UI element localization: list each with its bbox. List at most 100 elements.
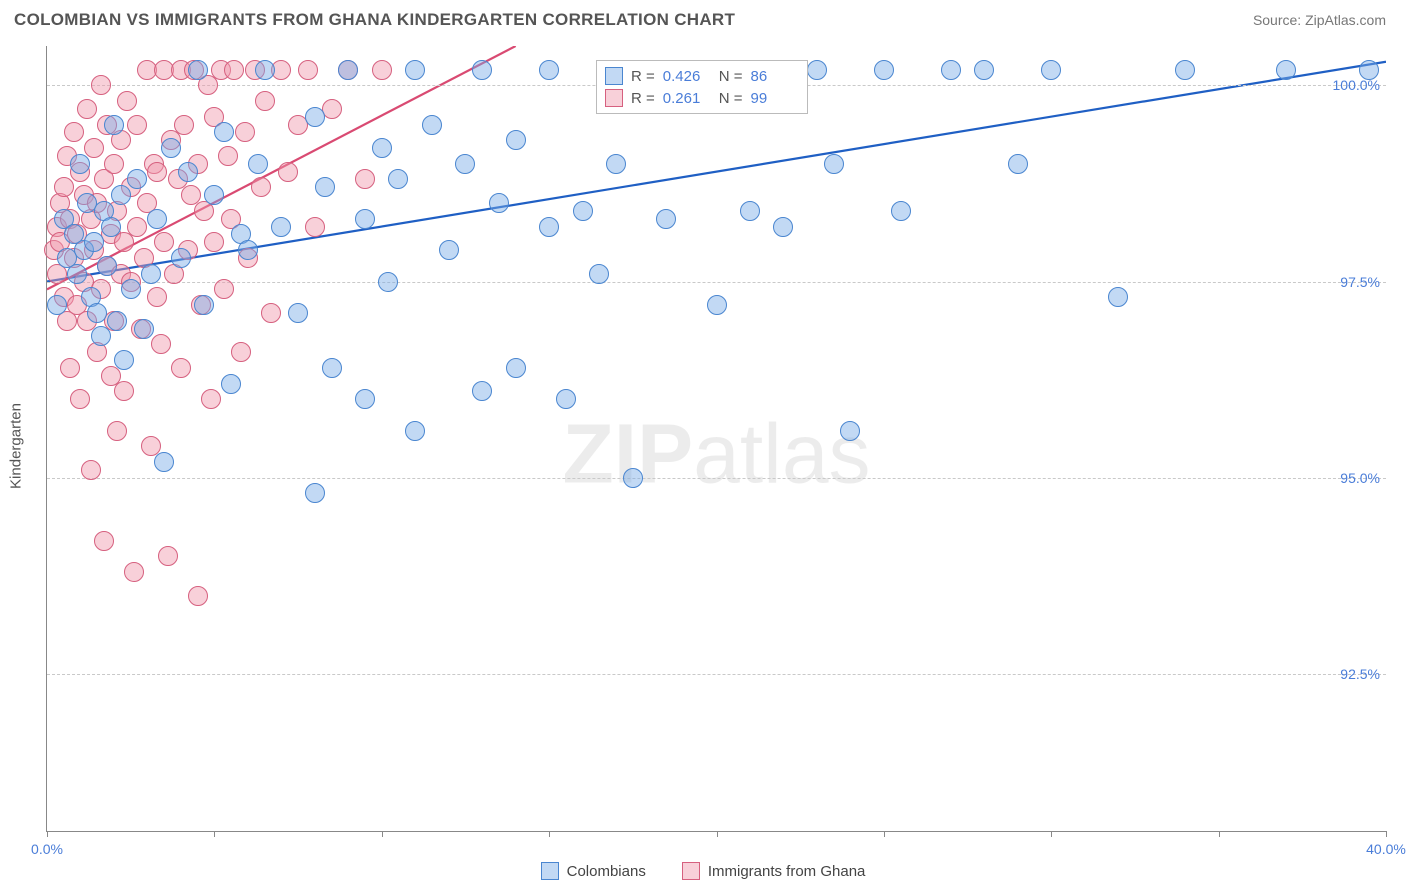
data-point	[81, 460, 101, 480]
data-point	[874, 60, 894, 80]
data-point	[271, 217, 291, 237]
data-point	[87, 303, 107, 323]
data-point	[47, 295, 67, 315]
data-point	[171, 248, 191, 268]
data-point	[141, 264, 161, 284]
legend-label: Colombians	[567, 863, 646, 880]
x-tick-label: 40.0%	[1366, 841, 1406, 857]
y-tick-label: 100.0%	[1333, 77, 1380, 93]
data-point	[218, 146, 238, 166]
data-point	[111, 185, 131, 205]
n-value: 86	[751, 68, 799, 85]
data-point	[154, 452, 174, 472]
data-point	[506, 358, 526, 378]
data-point	[214, 122, 234, 142]
data-point	[539, 60, 559, 80]
data-point	[1041, 60, 1061, 80]
x-tick-label: 0.0%	[31, 841, 63, 857]
data-point	[104, 115, 124, 135]
data-point	[589, 264, 609, 284]
data-point	[372, 60, 392, 80]
data-point	[305, 107, 325, 127]
data-point	[188, 60, 208, 80]
data-point	[1008, 154, 1028, 174]
data-point	[91, 75, 111, 95]
data-point	[114, 350, 134, 370]
data-point	[127, 115, 147, 135]
data-point	[231, 342, 251, 362]
x-tick	[382, 831, 383, 837]
data-point	[188, 586, 208, 606]
data-point	[214, 279, 234, 299]
legend-swatch	[605, 67, 623, 85]
data-point	[378, 272, 398, 292]
data-point	[147, 287, 167, 307]
y-tick-label: 95.0%	[1340, 470, 1380, 486]
data-point	[439, 240, 459, 260]
data-point	[204, 185, 224, 205]
data-point	[472, 60, 492, 80]
stats-row: R =0.261N =99	[605, 87, 799, 109]
data-point	[235, 122, 255, 142]
data-point	[174, 115, 194, 135]
data-point	[388, 169, 408, 189]
data-point	[84, 138, 104, 158]
data-point	[224, 60, 244, 80]
x-tick	[717, 831, 718, 837]
data-point	[298, 60, 318, 80]
data-point	[114, 232, 134, 252]
x-tick	[47, 831, 48, 837]
plot-area: ZIPatlas 92.5%95.0%97.5%100.0%0.0%40.0%R…	[47, 46, 1386, 831]
data-point	[305, 483, 325, 503]
data-point	[154, 232, 174, 252]
data-point	[121, 279, 141, 299]
data-point	[891, 201, 911, 221]
legend-label: Immigrants from Ghana	[708, 863, 866, 880]
data-point	[114, 381, 134, 401]
data-point	[422, 115, 442, 135]
data-point	[974, 60, 994, 80]
data-point	[171, 358, 191, 378]
legend-swatch	[541, 862, 559, 880]
data-point	[707, 295, 727, 315]
data-point	[1175, 60, 1195, 80]
gridline	[47, 674, 1386, 675]
data-point	[251, 177, 271, 197]
data-point	[539, 217, 559, 237]
data-point	[1359, 60, 1379, 80]
data-point	[840, 421, 860, 441]
legend-swatch	[682, 862, 700, 880]
data-point	[1276, 60, 1296, 80]
data-point	[506, 130, 526, 150]
data-point	[104, 154, 124, 174]
data-point	[573, 201, 593, 221]
data-point	[54, 177, 74, 197]
data-point	[178, 162, 198, 182]
data-point	[261, 303, 281, 323]
data-point	[151, 334, 171, 354]
data-point	[91, 326, 111, 346]
watermark: ZIPatlas	[562, 406, 870, 503]
data-point	[60, 358, 80, 378]
data-point	[238, 240, 258, 260]
y-tick-label: 97.5%	[1340, 274, 1380, 290]
chart-area: ZIPatlas 92.5%95.0%97.5%100.0%0.0%40.0%R…	[46, 46, 1386, 832]
data-point	[124, 562, 144, 582]
data-point	[278, 162, 298, 182]
data-point	[941, 60, 961, 80]
data-point	[101, 217, 121, 237]
data-point	[255, 60, 275, 80]
data-point	[94, 531, 114, 551]
data-point	[77, 99, 97, 119]
data-point	[201, 389, 221, 409]
data-point	[355, 209, 375, 229]
data-point	[372, 138, 392, 158]
data-point	[64, 122, 84, 142]
legend-item: Colombians	[541, 862, 646, 880]
r-value: 0.426	[663, 68, 711, 85]
x-tick	[1386, 831, 1387, 837]
data-point	[204, 232, 224, 252]
data-point	[97, 256, 117, 276]
data-point	[288, 303, 308, 323]
data-point	[556, 389, 576, 409]
